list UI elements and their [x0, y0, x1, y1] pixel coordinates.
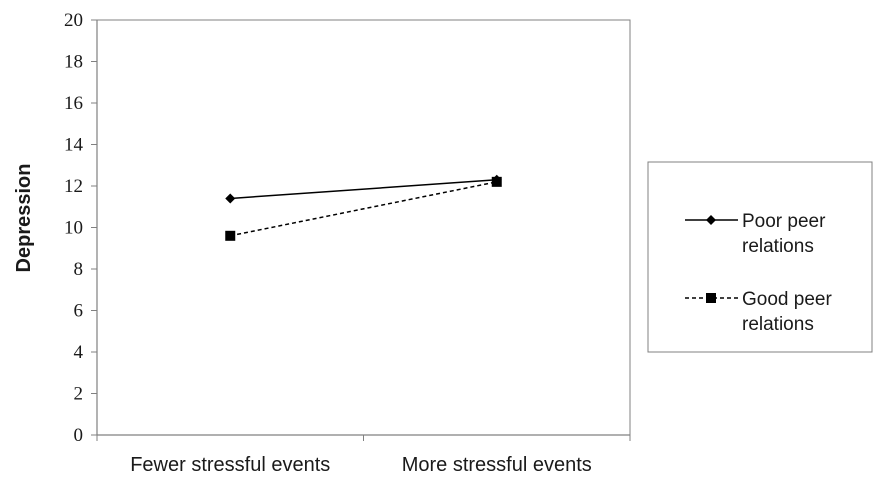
series-2	[225, 176, 502, 241]
series-line	[230, 181, 497, 237]
y-tick-label: 20	[64, 10, 83, 31]
y-tick-label: 14	[64, 135, 84, 156]
y-tick-label: 0	[74, 425, 84, 446]
y-tick-label: 12	[64, 176, 83, 197]
diamond-marker	[225, 193, 236, 204]
y-axis-title: Depression	[13, 164, 35, 273]
x-tick-label: Fewer stressful events	[130, 454, 330, 476]
y-tick-label: 6	[74, 301, 84, 322]
series-line	[230, 179, 497, 200]
y-tick-label: 18	[64, 52, 83, 73]
y-tick-label: 10	[64, 218, 83, 239]
y-tick-label: 16	[64, 93, 83, 114]
y-tick-label: 8	[74, 259, 84, 280]
plot-border	[97, 19, 631, 435]
square-marker	[706, 293, 716, 303]
legend-label: relations	[742, 236, 814, 257]
diamond-marker	[706, 215, 716, 225]
legend-box	[647, 161, 873, 353]
square-marker	[225, 230, 236, 241]
x-axis-ticks: Fewer stressful events More stressful eve…	[96, 435, 631, 476]
legend-label: Good peer	[742, 289, 832, 310]
series-layer	[225, 174, 502, 241]
x-tick-label: More stressful events	[402, 454, 592, 476]
y-tick-label: 2	[74, 384, 84, 405]
plot-area	[96, 19, 631, 436]
legend: Poor peer relations Good peer relations	[647, 161, 873, 353]
legend-label: Poor peer	[742, 211, 826, 232]
y-tick-label: 4	[74, 342, 84, 363]
y-axis-ticks: 0 2 4 6 8 10 12 14 16 18 20	[64, 10, 97, 446]
legend-label: relations	[742, 314, 814, 335]
square-marker	[491, 176, 502, 187]
